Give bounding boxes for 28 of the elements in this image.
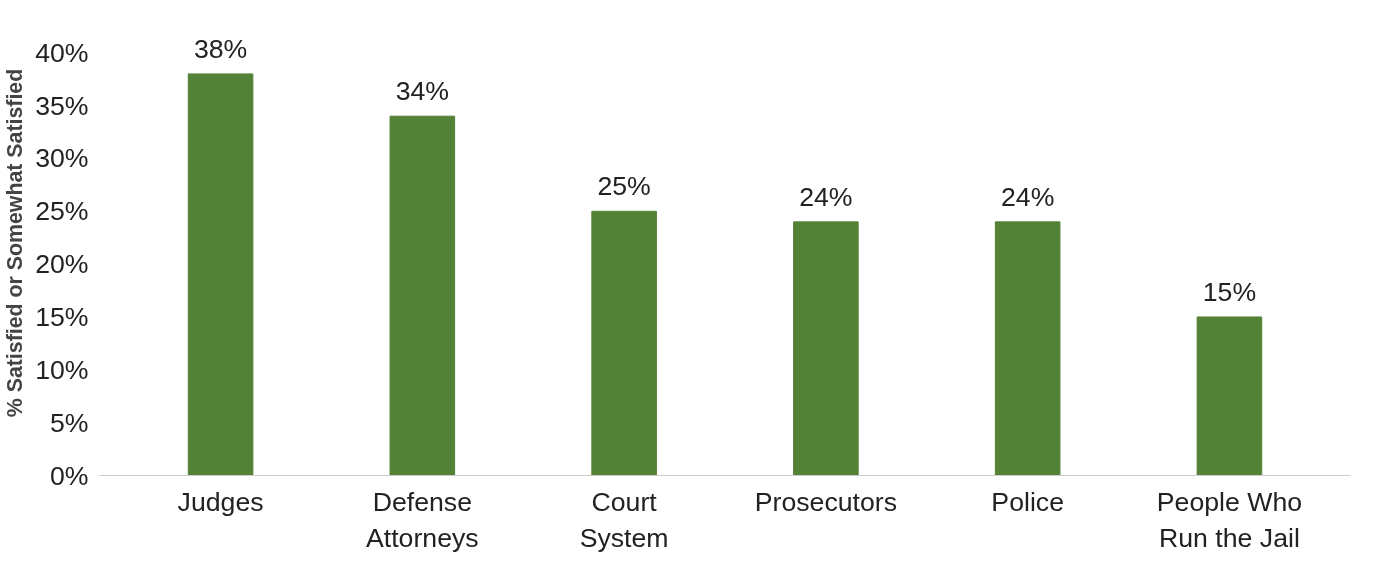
bar [187,73,254,476]
data-label: 38% [193,33,248,64]
y-tick-label: 25% [35,196,89,227]
y-tick-label: 5% [49,407,89,438]
y-tick-label: 30% [35,143,89,174]
bar [591,210,657,476]
data-label: 34% [395,76,450,107]
bar [994,221,1061,476]
x-tick-label: People Who Run the Jail [1156,486,1303,553]
y-tick-label: 0% [49,460,89,491]
data-label: 15% [1202,276,1257,307]
data-label: 24% [1000,181,1055,212]
data-label: 25% [597,171,651,202]
x-tick-label: Court System [579,486,669,553]
x-tick-label: Judges [177,486,264,517]
x-tick-label: Prosecutors [754,486,898,517]
x-tick-label: Police [991,486,1064,517]
y-tick-label: 40% [35,37,89,68]
y-tick-label: 20% [35,249,89,280]
x-tick-label: Defense Attorneys [366,486,479,553]
y-axis-title: % Satisfied or Somewhat Satisfied [3,68,28,418]
bar [1196,316,1263,476]
bar [793,221,859,476]
y-tick-label: 35% [35,90,89,121]
y-tick-label: 10% [35,354,89,385]
y-tick-label: 15% [35,301,89,332]
bar [389,115,456,476]
data-label: 24% [799,181,853,212]
